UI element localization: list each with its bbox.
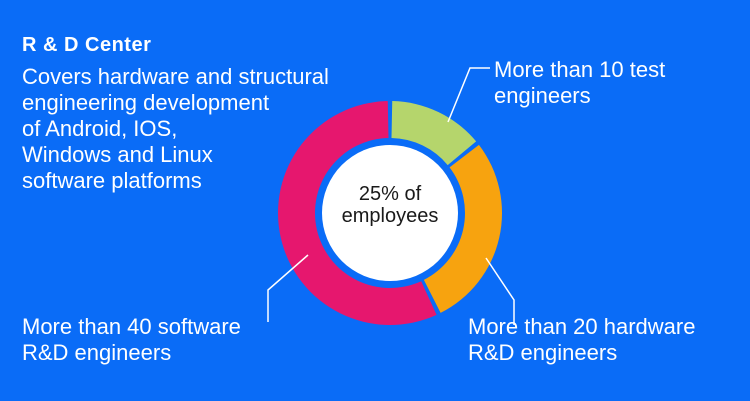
legend-label-software: More than 40 software R&D engineers — [22, 314, 241, 366]
slice-hardware — [423, 144, 503, 313]
legend-label-line: R&D engineers — [468, 340, 618, 365]
center-label-line: 25% of — [358, 183, 422, 205]
legend-label-line: More than 40 software — [22, 314, 241, 339]
center-label: 25% of employees — [330, 183, 450, 227]
page-title: R & D Center — [22, 34, 152, 56]
description-line: Covers hardware and structural — [22, 64, 329, 89]
leader-line-test — [447, 67, 490, 123]
leader-line-software — [267, 254, 309, 322]
center-circle — [322, 145, 458, 281]
legend-label-line: More than 10 test — [494, 57, 666, 82]
description-line: software platforms — [22, 168, 202, 193]
donut-slices — [278, 101, 503, 325]
legend-label-line: R&D engineers — [22, 340, 172, 365]
description-line: engineering development — [22, 90, 270, 115]
leader-lines — [267, 67, 515, 325]
legend-label-hardware: More than 20 hardware R&D engineers — [468, 314, 695, 366]
legend-label-test: More than 10 test engineers — [494, 57, 665, 109]
legend-label-line: engineers — [494, 83, 591, 108]
center-label-line: employees — [341, 205, 439, 227]
description-line: Windows and Linux — [22, 142, 213, 167]
description: Covers hardware and structural engineeri… — [22, 64, 402, 194]
leader-line-hardware — [485, 257, 515, 325]
description-line: of Android, IOS, — [22, 116, 178, 141]
slice-software — [278, 101, 437, 325]
legend-label-line: More than 20 hardware — [468, 314, 696, 339]
slice-test — [391, 101, 477, 166]
